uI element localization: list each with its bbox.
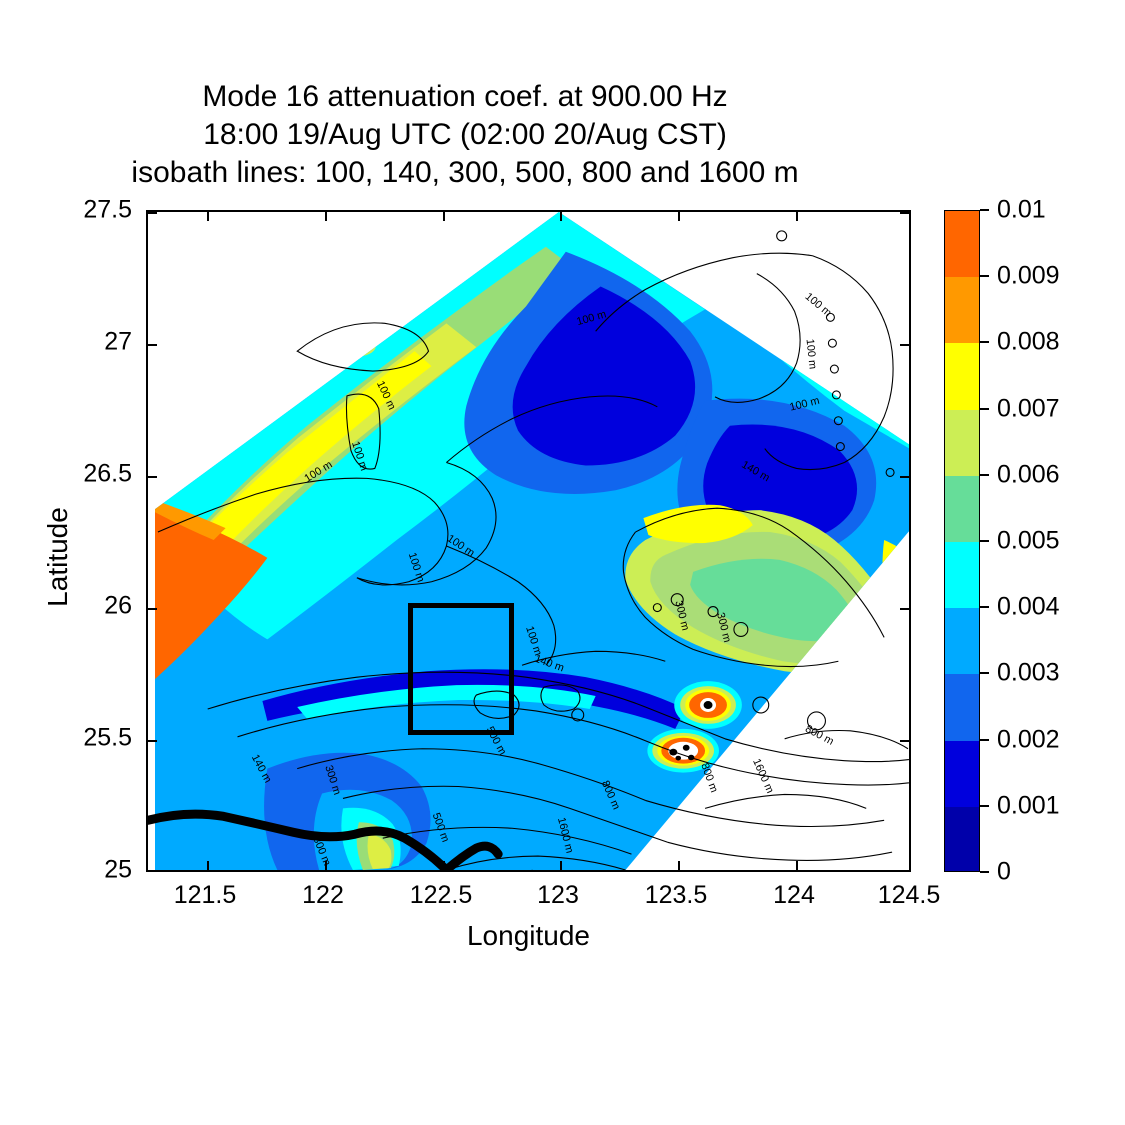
colorbar-tick <box>980 804 989 807</box>
colorbar-band <box>945 277 979 344</box>
x-tick <box>678 861 680 870</box>
title-line-3: isobath lines: 100, 140, 300, 500, 800 a… <box>131 156 799 189</box>
colorbar-tick <box>980 209 989 211</box>
y-tick <box>148 740 157 742</box>
colorbar-band <box>945 343 979 411</box>
colorbar-tick-label: 0.009 <box>997 261 1060 290</box>
x-tick-top <box>678 212 680 221</box>
x-tick <box>207 861 209 870</box>
y-tick <box>148 608 157 610</box>
isobath-label: 800 m <box>803 723 835 748</box>
x-tick-top <box>443 212 445 221</box>
y-tick-right <box>900 476 909 478</box>
study-area-box <box>408 603 514 735</box>
y-tick-right <box>900 608 909 610</box>
colorbar-tick <box>980 738 989 741</box>
y-tick-label: 26 <box>104 591 132 620</box>
colorbar-tick-label: 0.01 <box>997 195 1046 224</box>
y-tick-label: 25 <box>104 855 132 884</box>
colorbar-band <box>945 542 979 609</box>
x-tick-top <box>207 212 209 221</box>
colorbar-tick-label: 0.006 <box>997 460 1060 489</box>
colorbar-tick-label: 0.007 <box>997 394 1060 423</box>
y-tick <box>148 476 157 478</box>
taiwan-coastline <box>148 809 451 870</box>
x-tick <box>560 861 562 870</box>
colorbar-tick <box>980 341 989 344</box>
colorbar-tick-label: 0.002 <box>997 725 1060 754</box>
title-line-2: 18:00 19/Aug UTC (02:00 20/Aug CST) <box>203 118 727 151</box>
colorbar-band <box>945 740 979 808</box>
colorbar-tick <box>980 606 989 609</box>
map-clip-region: 100 m 100 m 100 m 100 m 100 m 100 m 100 … <box>148 212 909 870</box>
colorbar-tick <box>980 540 989 542</box>
x-tick-label: 124.5 <box>877 881 941 909</box>
colorbar-tick-label: 0.004 <box>997 592 1060 621</box>
colorbar-band <box>945 806 979 871</box>
x-tick-label: 124 <box>773 881 815 909</box>
y-tick-right <box>900 740 909 742</box>
figure-title: Mode 16 attenuation coef. at 900.00 Hz 1… <box>0 78 930 192</box>
map-axes: 100 m 100 m 100 m 100 m 100 m 100 m 100 … <box>146 210 911 872</box>
title-line-1: Mode 16 attenuation coef. at 900.00 Hz <box>202 80 728 113</box>
colorbar-tick <box>980 473 989 476</box>
colorbar-band <box>945 674 979 742</box>
x-tick <box>443 861 445 870</box>
colorbar-band <box>945 409 979 477</box>
isobath-label: 100 m <box>803 291 834 320</box>
colorbar-band <box>945 211 979 278</box>
colorbar-tick-label: 0.008 <box>997 327 1060 356</box>
x-tick-label: 122 <box>302 881 344 909</box>
x-tick <box>796 861 798 870</box>
y-tick-right <box>900 212 909 214</box>
colorbar <box>944 210 980 872</box>
isobath-label: 100 m <box>804 338 819 369</box>
y-tick-label: 26.5 <box>83 459 132 488</box>
colorbar-tick-label: 0.001 <box>997 791 1060 820</box>
colorbar-tick-label: 0 <box>997 857 1011 886</box>
y-tick <box>148 212 157 214</box>
attenuation-field: 100 m 100 m 100 m 100 m 100 m 100 m 100 … <box>148 212 909 870</box>
x-tick-top <box>796 212 798 221</box>
y-tick-right <box>900 344 909 346</box>
x-tick-label: 123 <box>537 881 579 909</box>
x-tick-top <box>325 212 327 221</box>
colorbar-tick-label: 0.005 <box>997 526 1060 555</box>
isobath-label: 1600 m <box>750 757 776 795</box>
y-tick-label: 27 <box>104 327 132 356</box>
x-tick-label: 122.5 <box>409 881 473 909</box>
colorbar-tick <box>980 672 989 675</box>
x-tick-label: 123.5 <box>644 881 708 909</box>
colorbar-tick <box>980 407 989 410</box>
x-tick-top <box>560 212 562 221</box>
y-tick-label: 25.5 <box>83 723 132 752</box>
x-tick-label: 121.5 <box>173 881 237 909</box>
y-axis-title: Latitude <box>42 507 73 607</box>
colorbar-tick <box>980 275 989 278</box>
y-tick-label: 27.5 <box>83 195 132 224</box>
isobath-label: 1600 m <box>523 868 542 870</box>
colorbar-band <box>945 608 979 675</box>
colorbar-tick <box>980 871 989 873</box>
colorbar-band <box>945 475 979 543</box>
y-tick <box>148 344 157 346</box>
x-tick <box>325 861 327 870</box>
colorbar-tick-label: 0.003 <box>997 658 1060 687</box>
x-axis-title: Longitude <box>466 920 590 951</box>
